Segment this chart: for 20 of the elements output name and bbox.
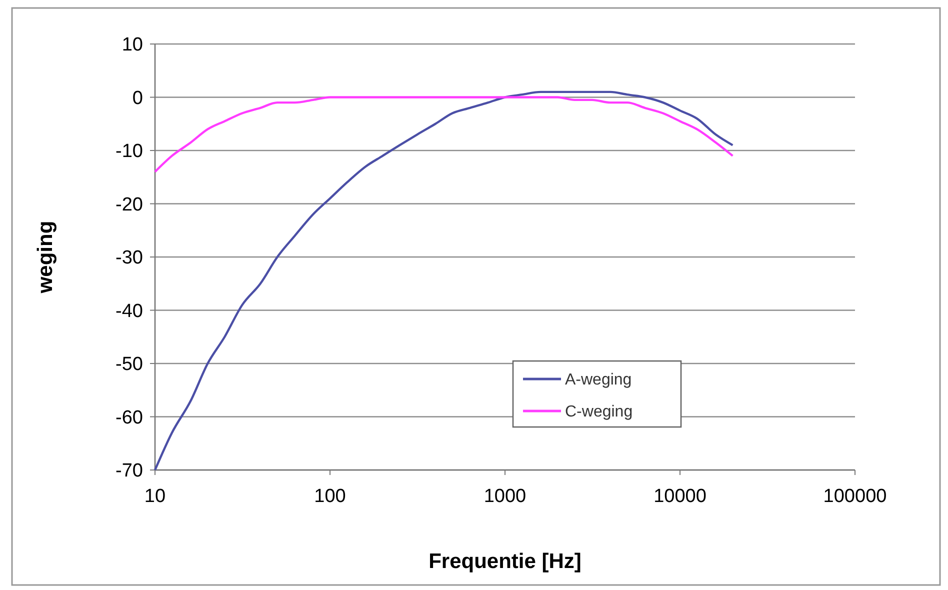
y-tick-label: -60: [116, 407, 143, 428]
x-axis-title: Frequentie [Hz]: [428, 550, 582, 573]
legend-label: C-weging: [565, 404, 633, 421]
y-tick-label: 0: [132, 88, 143, 109]
y-tick-label: 10: [122, 34, 143, 56]
x-tick-label: 100: [314, 486, 346, 507]
x-tick-label: 100000: [823, 486, 887, 507]
y-tick-label: -20: [116, 194, 143, 216]
y-tick-label: -30: [116, 248, 143, 269]
y-tick-label: -50: [116, 354, 143, 376]
x-tick-label: 10000: [654, 486, 706, 507]
x-tick-label: 10: [144, 486, 166, 507]
line-series: [154, 90, 734, 472]
y-tick-label: -70: [116, 460, 143, 482]
y-axis-title: weging: [34, 220, 57, 294]
legend-label: A-weging: [565, 372, 632, 389]
line-series: [154, 96, 734, 173]
x-tick-label: 1000: [484, 486, 526, 507]
y-tick-label: -10: [116, 141, 143, 162]
y-tick-label: -40: [116, 300, 143, 322]
